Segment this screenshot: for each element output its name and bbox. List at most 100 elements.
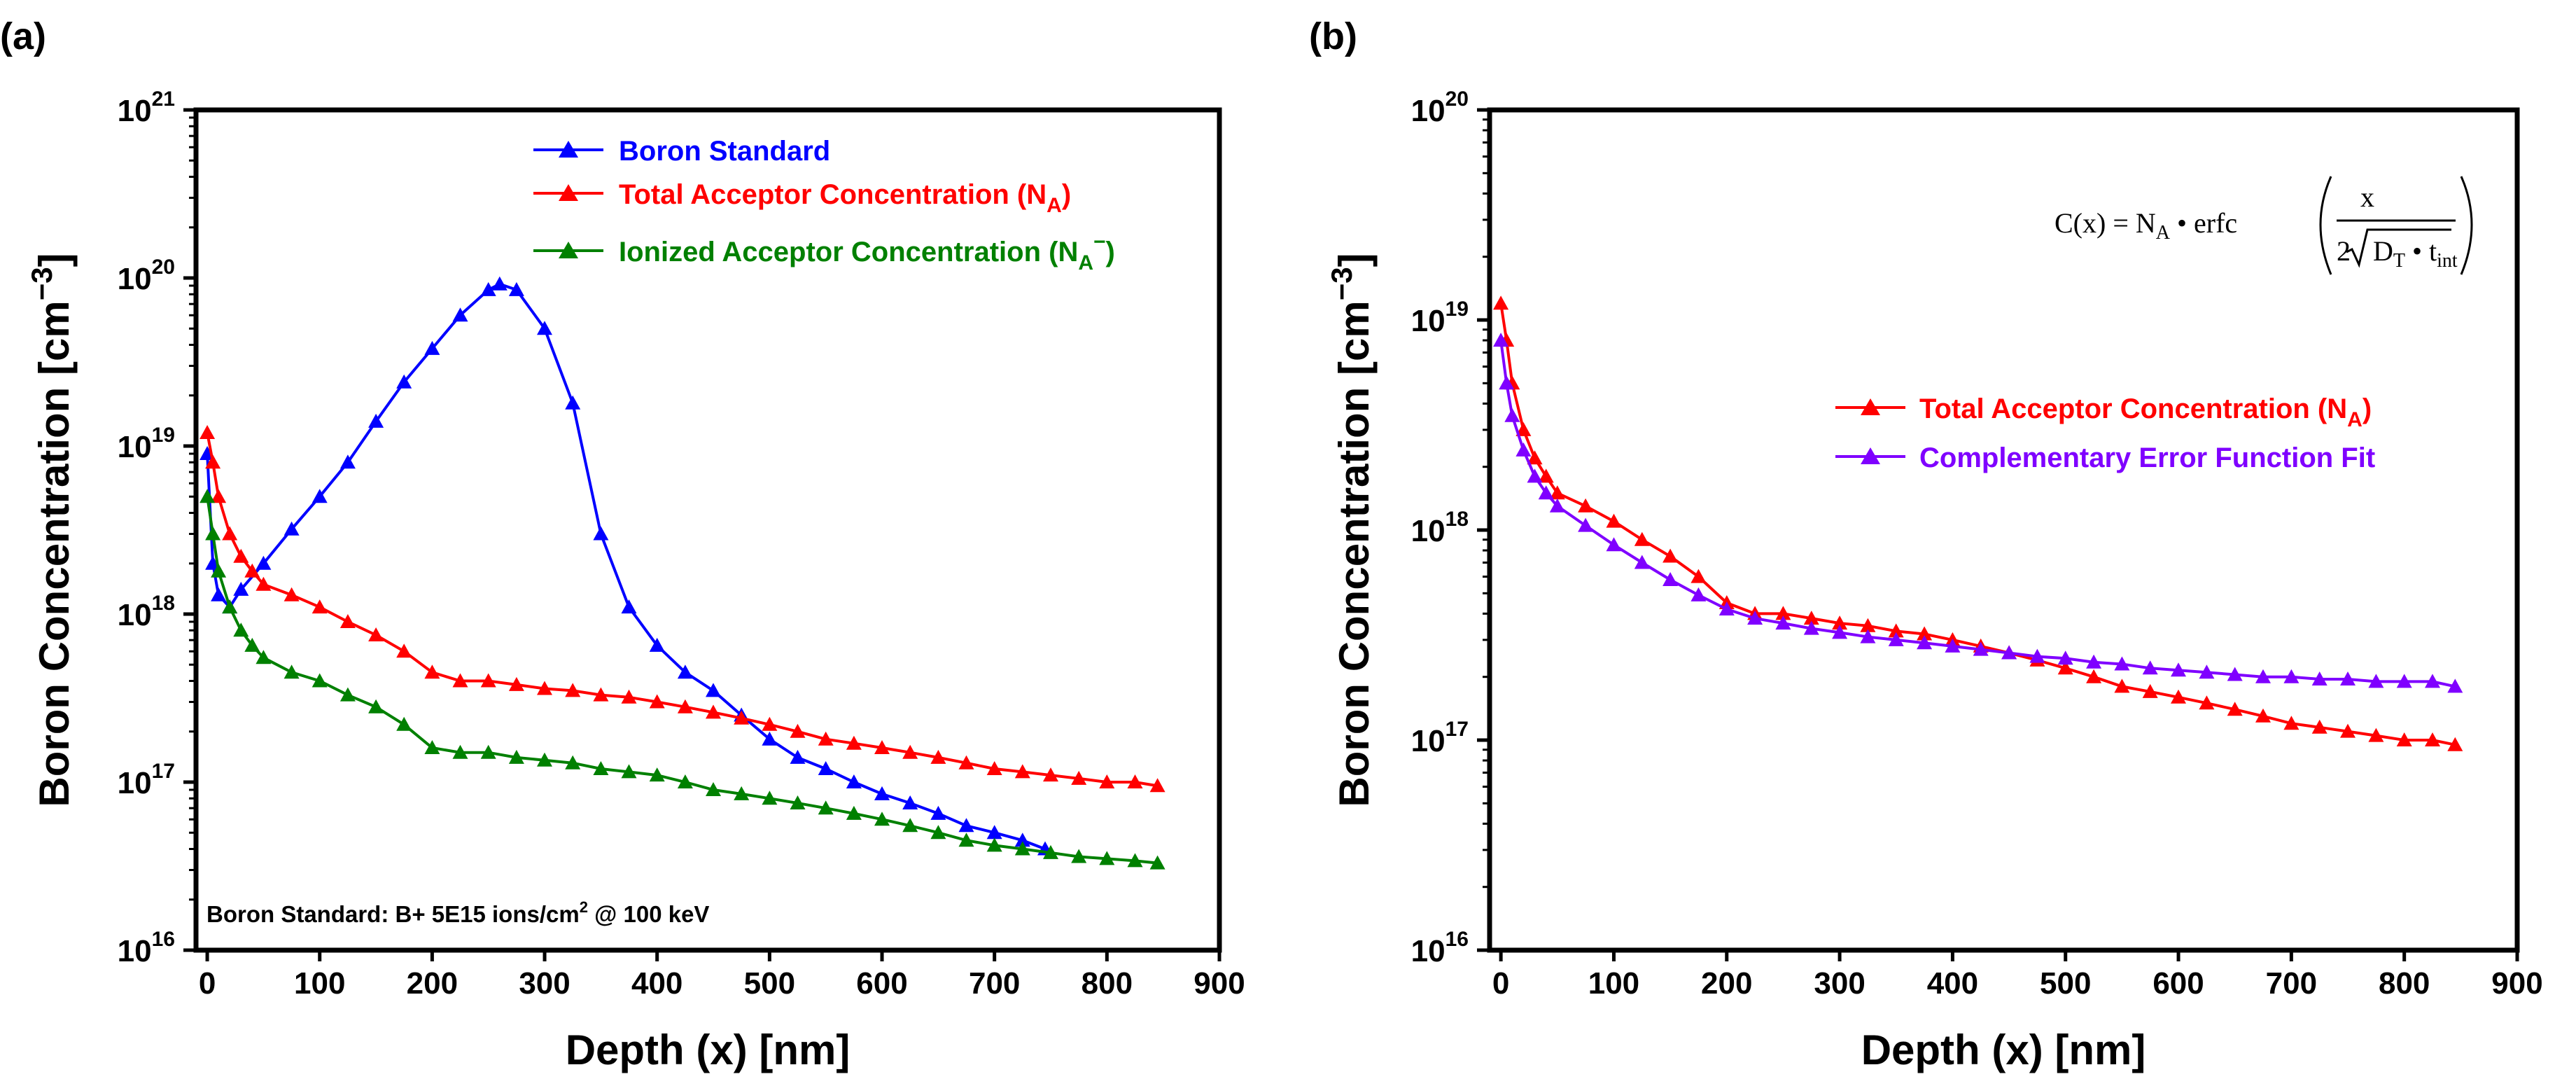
- data-point: [846, 805, 862, 820]
- panel-b-label: (b): [1309, 15, 1357, 57]
- x-tick-label: 200: [407, 966, 458, 1001]
- data-point: [902, 744, 918, 759]
- data-point: [818, 731, 834, 746]
- y-tick-label: 1017: [118, 760, 175, 800]
- series-boron-standard: [200, 276, 1053, 856]
- data-point: [958, 833, 974, 847]
- data-point: [368, 627, 384, 641]
- x-tick-label: 600: [2152, 966, 2204, 1001]
- legend-label-total-acceptor-b: Total Acceptor Concentration (NA): [1919, 394, 2372, 431]
- x-tick-label: 0: [199, 966, 216, 1001]
- data-point: [537, 321, 552, 335]
- x-tick-label: 600: [856, 966, 907, 1001]
- data-point: [508, 281, 524, 296]
- data-point: [480, 281, 496, 296]
- data-point: [340, 687, 356, 702]
- data-point: [2142, 660, 2158, 675]
- legend-marker-erfc-fit: [1861, 447, 1880, 464]
- data-point: [200, 425, 216, 439]
- y-tick-label: 1019: [1411, 298, 1469, 338]
- data-point: [537, 752, 552, 767]
- data-point: [1634, 531, 1650, 546]
- data-point: [1014, 841, 1030, 856]
- data-point: [1149, 855, 1166, 870]
- data-point: [1747, 611, 1763, 625]
- data-point: [677, 699, 693, 713]
- data-point: [1832, 625, 1848, 639]
- data-point: [2447, 678, 2463, 693]
- panel-a-y-ticks: 1016 1017 1018 1019 1020 1021: [118, 88, 196, 968]
- data-point: [1634, 555, 1650, 569]
- data-point: [1690, 587, 1707, 601]
- data-point: [1504, 408, 1520, 422]
- legend-marker-boron-standard: [559, 141, 578, 158]
- data-point: [2255, 669, 2271, 683]
- data-point: [2283, 716, 2300, 730]
- x-tick-label: 0: [1492, 966, 1509, 1001]
- panel-a-frame: [193, 107, 1222, 953]
- data-point: [1493, 333, 1509, 347]
- data-point: [424, 664, 440, 679]
- data-point: [818, 800, 834, 815]
- x-tick-label: 400: [631, 966, 682, 1001]
- panel-a-x-ticks: 0 100 200 300 400 500 600 700 800 900: [199, 950, 1245, 1001]
- data-point: [244, 563, 260, 578]
- data-point: [211, 563, 227, 578]
- data-point: [1578, 517, 1594, 532]
- data-point: [874, 812, 890, 826]
- data-point: [1888, 632, 1904, 646]
- panel-a-x-axis-title: Depth (x) [nm]: [566, 1026, 850, 1073]
- data-point: [2396, 732, 2412, 746]
- data-point: [1043, 844, 1058, 859]
- panel-b-y-axis-title: Boron Concentration [cm−3]: [1325, 253, 1378, 807]
- data-point: [211, 489, 227, 503]
- data-point: [2001, 645, 2017, 660]
- data-point: [211, 587, 227, 601]
- data-point: [508, 676, 524, 691]
- data-point: [2057, 650, 2073, 665]
- data-point: [284, 587, 300, 601]
- data-point: [452, 307, 468, 322]
- data-point: [1945, 638, 1961, 653]
- data-point: [205, 526, 221, 541]
- data-point: [1860, 618, 1876, 632]
- data-point: [480, 744, 496, 759]
- data-point: [1917, 626, 1933, 641]
- series-ionized-acceptor-concentration-na: [200, 489, 1166, 870]
- panel-b-y-ticks: 1016 1017 1018 1019 1020: [1411, 88, 1490, 968]
- data-point: [1973, 641, 1989, 656]
- data-point: [930, 805, 946, 820]
- data-point: [424, 340, 440, 355]
- legend-label-total-acceptor: Total Acceptor Concentration (NA): [619, 179, 1071, 217]
- data-point: [958, 755, 974, 770]
- data-point: [2171, 689, 2186, 704]
- formula-numerator: x: [2360, 181, 2374, 213]
- x-tick-label: 100: [1588, 966, 1639, 1001]
- data-point: [1516, 422, 1532, 436]
- data-point: [396, 374, 412, 389]
- data-point: [233, 622, 249, 637]
- data-point: [902, 818, 918, 833]
- legend-marker-total-acceptor-b: [1861, 398, 1880, 415]
- data-point: [1099, 851, 1115, 865]
- data-point: [706, 704, 721, 719]
- x-tick-label: 200: [1701, 966, 1752, 1001]
- data-point: [368, 413, 384, 428]
- y-tick-label: 1019: [118, 424, 175, 464]
- data-point: [1606, 513, 1622, 528]
- data-point: [2425, 674, 2440, 688]
- data-point: [1549, 485, 1565, 500]
- data-point: [1578, 498, 1594, 513]
- data-point: [2425, 732, 2440, 746]
- data-point: [1538, 485, 1554, 500]
- panel-b-formula: C(x) = NA • erfc x 2 DT • tint: [2054, 176, 2473, 275]
- data-point: [593, 761, 609, 775]
- data-point: [846, 735, 862, 750]
- panel-a: (a) 0 100 200 300 400 500 600 700 800 900 1016101…: [0, 15, 1245, 1073]
- data-point: [677, 774, 693, 788]
- y-tick-label: 1018: [1411, 508, 1469, 548]
- data-point: [593, 687, 609, 702]
- data-point: [706, 782, 721, 796]
- data-point: [233, 581, 249, 596]
- data-point: [874, 740, 890, 754]
